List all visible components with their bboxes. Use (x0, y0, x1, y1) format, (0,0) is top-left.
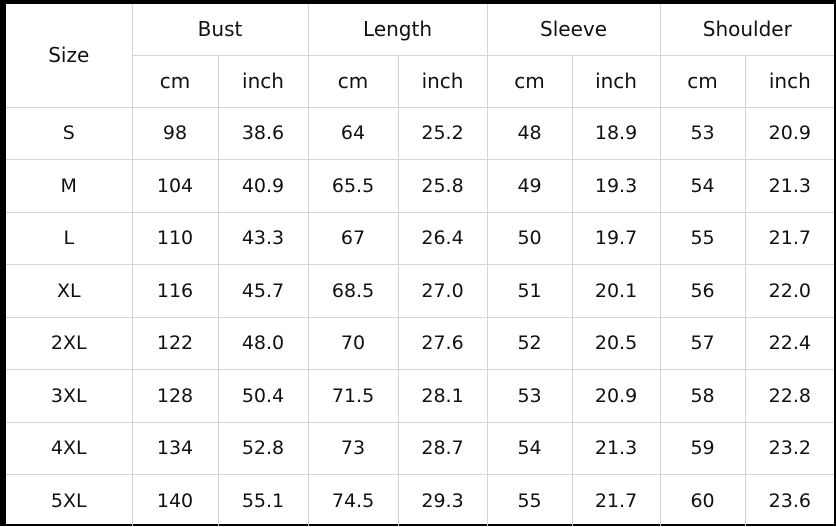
value-cell: 53 (660, 107, 745, 160)
value-cell: 110 (132, 212, 218, 265)
value-cell: 45.7 (218, 265, 308, 318)
value-cell: 27.6 (398, 317, 487, 370)
value-cell: 22.4 (745, 317, 834, 370)
value-cell: 67 (308, 212, 398, 265)
value-cell: 18.9 (572, 107, 660, 160)
size-cell: 2XL (6, 317, 132, 370)
size-cell: L (6, 212, 132, 265)
value-cell: 140 (132, 475, 218, 527)
unit-header-cm: cm (132, 55, 218, 107)
value-cell: 20.9 (745, 107, 834, 160)
value-cell: 50 (487, 212, 572, 265)
value-cell: 55 (660, 212, 745, 265)
size-cell: M (6, 160, 132, 213)
unit-header-cm: cm (487, 55, 572, 107)
value-cell: 25.2 (398, 107, 487, 160)
unit-header-inch: inch (218, 55, 308, 107)
value-cell: 23.6 (745, 475, 834, 527)
value-cell: 71.5 (308, 370, 398, 423)
value-cell: 122 (132, 317, 218, 370)
value-cell: 29.3 (398, 475, 487, 527)
value-cell: 64 (308, 107, 398, 160)
value-cell: 21.3 (572, 422, 660, 475)
value-cell: 22.0 (745, 265, 834, 318)
length-header: Length (308, 4, 487, 55)
value-cell: 54 (487, 422, 572, 475)
size-cell: S (6, 107, 132, 160)
value-cell: 21.7 (572, 475, 660, 527)
size-cell: 4XL (6, 422, 132, 475)
value-cell: 65.5 (308, 160, 398, 213)
value-cell: 52.8 (218, 422, 308, 475)
value-cell: 98 (132, 107, 218, 160)
value-cell: 25.8 (398, 160, 487, 213)
value-cell: 70 (308, 317, 398, 370)
value-cell: 104 (132, 160, 218, 213)
value-cell: 116 (132, 265, 218, 318)
size-cell: 5XL (6, 475, 132, 527)
unit-header-cm: cm (308, 55, 398, 107)
value-cell: 55.1 (218, 475, 308, 527)
value-cell: 26.4 (398, 212, 487, 265)
value-cell: 54 (660, 160, 745, 213)
value-cell: 56 (660, 265, 745, 318)
shoulder-header: Shoulder (660, 4, 834, 55)
value-cell: 73 (308, 422, 398, 475)
value-cell: 68.5 (308, 265, 398, 318)
value-cell: 40.9 (218, 160, 308, 213)
value-cell: 49 (487, 160, 572, 213)
value-cell: 28.1 (398, 370, 487, 423)
value-cell: 19.7 (572, 212, 660, 265)
size-cell: 3XL (6, 370, 132, 423)
value-cell: 38.6 (218, 107, 308, 160)
value-cell: 21.3 (745, 160, 834, 213)
value-cell: 48.0 (218, 317, 308, 370)
value-cell: 74.5 (308, 475, 398, 527)
value-cell: 52 (487, 317, 572, 370)
value-cell: 55 (487, 475, 572, 527)
value-cell: 21.7 (745, 212, 834, 265)
unit-header-inch: inch (572, 55, 660, 107)
unit-header-inch: inch (745, 55, 834, 107)
value-cell: 22.8 (745, 370, 834, 423)
value-cell: 23.2 (745, 422, 834, 475)
value-cell: 50.4 (218, 370, 308, 423)
value-cell: 19.3 (572, 160, 660, 213)
size-header: Size (6, 4, 132, 107)
header-row-groups: Size Bust Length Sleeve Shoulder (6, 4, 834, 55)
value-cell: 43.3 (218, 212, 308, 265)
value-cell: 134 (132, 422, 218, 475)
unit-header-inch: inch (398, 55, 487, 107)
value-cell: 59 (660, 422, 745, 475)
bust-header: Bust (132, 4, 308, 55)
value-cell: 51 (487, 265, 572, 318)
value-cell: 58 (660, 370, 745, 423)
value-cell: 57 (660, 317, 745, 370)
value-cell: 128 (132, 370, 218, 423)
unit-header-cm: cm (660, 55, 745, 107)
sleeve-header: Sleeve (487, 4, 660, 55)
value-cell: 27.0 (398, 265, 487, 318)
value-cell: 28.7 (398, 422, 487, 475)
value-cell: 53 (487, 370, 572, 423)
value-cell: 60 (660, 475, 745, 527)
value-cell: 20.9 (572, 370, 660, 423)
value-cell: 48 (487, 107, 572, 160)
size-cell: XL (6, 265, 132, 318)
value-cell: 20.1 (572, 265, 660, 318)
value-cell: 20.5 (572, 317, 660, 370)
